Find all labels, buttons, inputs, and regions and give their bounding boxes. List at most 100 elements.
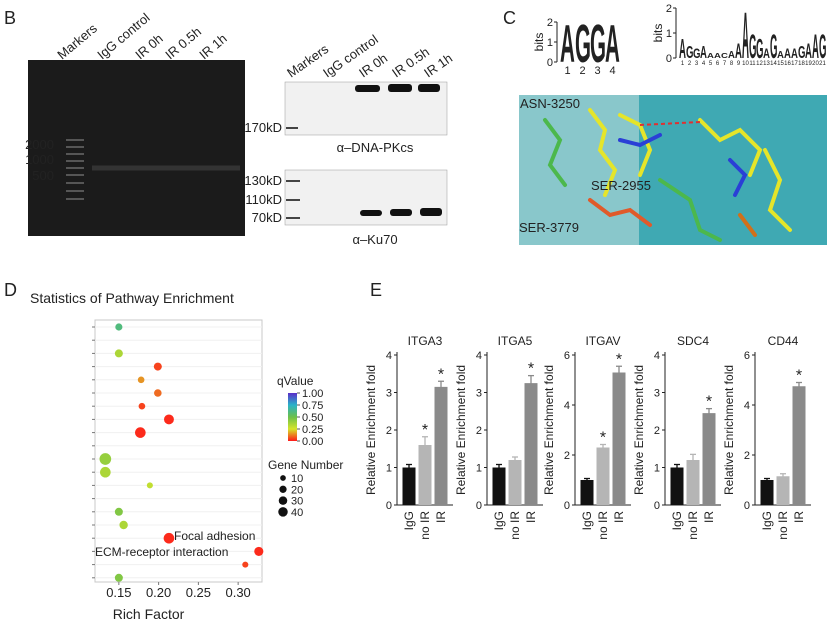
position-label: 13 — [763, 61, 770, 67]
x-tick-label: no IR — [508, 511, 522, 540]
x-tick-label: 0.15 — [106, 585, 131, 600]
y-tick-label: 1 — [386, 463, 392, 475]
point — [254, 546, 264, 556]
y-tick-label: 2 — [666, 3, 672, 15]
colorbar-label: 0.00 — [302, 436, 323, 448]
point — [153, 362, 162, 371]
logo-letter: G — [770, 28, 777, 66]
y-tick-label: 4 — [744, 400, 750, 412]
bar — [508, 460, 522, 505]
logo-letter: G — [575, 13, 591, 74]
position-label: 19 — [805, 61, 812, 67]
lane-label: IR 0h — [132, 31, 165, 62]
chart-title: ITGA5 — [498, 334, 533, 348]
bar — [612, 372, 626, 505]
position-label: 16 — [784, 61, 791, 67]
y-tick-label: 0 — [476, 500, 482, 512]
point — [119, 520, 128, 530]
marker-label: 1000 — [25, 152, 54, 167]
position-label: 15 — [777, 61, 784, 67]
position-label: 2 — [688, 61, 692, 67]
position-label: 5 — [709, 61, 713, 67]
logo-letter: A — [791, 45, 798, 61]
bar — [702, 413, 716, 505]
colorbar-label: 1.00 — [302, 388, 323, 400]
bar — [402, 467, 416, 505]
bar — [670, 467, 684, 505]
significance: * — [528, 361, 534, 378]
y-tick-label: 2 — [744, 450, 750, 462]
x-tick-label: IR — [792, 511, 806, 523]
x-tick-label: IgG — [402, 511, 416, 530]
lane-label: IR 0.5h — [162, 24, 204, 62]
kd-label: 170kD — [244, 120, 282, 135]
y-tick-label: 1 — [476, 463, 482, 475]
kd-label: 70kD — [252, 210, 282, 225]
point — [115, 323, 123, 331]
point — [137, 376, 145, 384]
position-label: 14 — [770, 61, 777, 67]
point — [99, 453, 112, 465]
chart-title: ITGA3 — [408, 334, 443, 348]
antibody-label: α–DNA-PKcs — [337, 140, 414, 155]
logo-letter: A — [560, 16, 575, 74]
panel-label: D — [4, 280, 17, 300]
legend-label: 40 — [291, 507, 303, 519]
position-label: 9 — [737, 61, 741, 67]
y-tick-label: 0 — [666, 53, 672, 65]
x-tick-label: IR — [702, 511, 716, 523]
logo-letter: G — [756, 34, 763, 65]
kd-label: 110kD — [245, 192, 282, 207]
position-label: 12 — [756, 61, 763, 67]
chart-title: Statistics of Pathway Enrichment — [30, 290, 234, 306]
legend-title: Gene Number — [268, 458, 343, 472]
legend-dot — [279, 485, 287, 493]
point — [146, 482, 153, 489]
kd-label: 130kD — [244, 173, 282, 188]
significance: * — [796, 368, 802, 385]
position-label: 2 — [579, 65, 585, 77]
residue-label: SER-3779 — [519, 220, 579, 235]
position-label: 6 — [716, 61, 720, 67]
panel-label: C — [503, 8, 516, 28]
y-axis-label: bits — [651, 24, 665, 43]
y-tick-label: 6 — [744, 350, 750, 362]
y-tick-label: 6 — [564, 350, 570, 362]
plot-frame — [94, 319, 263, 583]
x-tick-label: IgG — [670, 511, 684, 530]
y-tick-label: 0 — [654, 500, 660, 512]
position-label: 1 — [681, 61, 685, 67]
chart-title: CD44 — [768, 334, 799, 348]
bar — [580, 480, 594, 505]
position-label: 7 — [723, 61, 727, 67]
residue-label: ASN-3250 — [520, 96, 580, 111]
y-axis-label: bits — [532, 33, 546, 52]
colorbar — [288, 393, 297, 441]
chart-title: ITGAV — [585, 334, 620, 348]
legend-dot — [278, 496, 288, 505]
colorbar-label: 0.75 — [302, 400, 323, 412]
legend-label: 20 — [291, 484, 303, 496]
logo-letter: A — [735, 40, 742, 63]
y-axis-label: Relative Enrichment fold — [542, 365, 556, 495]
position-label: 3 — [695, 61, 699, 67]
y-tick-label: 0 — [564, 500, 570, 512]
y-tick-label: 0 — [547, 57, 553, 69]
position-label: 10 — [742, 61, 749, 67]
colorbar-label: 0.25 — [302, 424, 323, 436]
annotation: ECM-receptor interaction — [95, 545, 228, 559]
x-axis-label: Rich Factor — [113, 606, 185, 622]
position-label: 17 — [791, 61, 798, 67]
point — [100, 466, 111, 478]
x-tick-label: 0.25 — [186, 585, 211, 600]
logo-letter: G — [819, 28, 826, 66]
y-axis-label: Relative Enrichment fold — [632, 365, 646, 495]
x-tick-label: 0.20 — [146, 585, 171, 600]
panel-label: E — [370, 280, 382, 300]
lane-label: Markers — [54, 20, 100, 62]
point — [135, 427, 146, 438]
significance: * — [706, 394, 712, 411]
legend-dot — [280, 475, 286, 481]
x-tick-label: IR — [612, 511, 626, 523]
